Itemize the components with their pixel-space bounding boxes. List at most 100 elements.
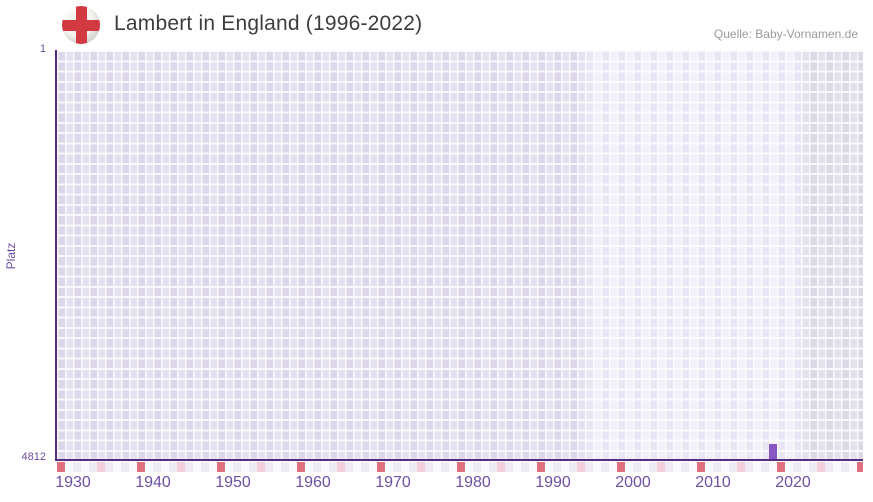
- y-tick-bottom: 4812: [21, 451, 46, 463]
- stripe-cell-1974: [425, 462, 433, 472]
- x-axis-ticks: 1930 1940 1950 1960 1970 1980 1990 2000 2010 2020: [55, 474, 863, 494]
- stripe-cell-1997: [609, 462, 617, 472]
- stripe-cell-1988: [537, 462, 545, 472]
- stripe-cell-2024: [825, 462, 833, 472]
- stripe-cell-1937: [129, 462, 137, 472]
- stripe-cell-2014: [745, 462, 753, 472]
- y-axis-line: [55, 50, 57, 461]
- stripe-cell-1990: [553, 462, 561, 472]
- stripe-cell-2007: [689, 462, 697, 472]
- stripe-cell-1980: [473, 462, 481, 472]
- stripe-cell-1959: [305, 462, 313, 472]
- stripe-cell-2027: [849, 462, 857, 472]
- grid-band-0: [57, 50, 585, 459]
- grid-band-2: [801, 50, 863, 459]
- y-tick-top: 1: [39, 43, 46, 55]
- stripe-cell-1952: [249, 462, 257, 472]
- stripe-cell-1985: [513, 462, 521, 472]
- stripe-cell-2008: [697, 462, 705, 472]
- stripe-cell-1928: [57, 462, 65, 472]
- stripe-cell-1951: [241, 462, 249, 472]
- stripe-cell-1992: [569, 462, 577, 472]
- x-tick-1960: 1960: [295, 474, 331, 491]
- stripe-cell-1996: [601, 462, 609, 472]
- stripe-cell-1978: [457, 462, 465, 472]
- stripe-cell-2023: [817, 462, 825, 472]
- stripe-cell-1953: [257, 462, 265, 472]
- stripe-cell-2011: [721, 462, 729, 472]
- stripe-cell-2013: [737, 462, 745, 472]
- stripe-cell-1933: [97, 462, 105, 472]
- stripe-cell-1971: [401, 462, 409, 472]
- stripe-cell-1998: [617, 462, 625, 472]
- stripe-cell-1961: [321, 462, 329, 472]
- stripe-cell-1991: [561, 462, 569, 472]
- stripe-cell-2009: [705, 462, 713, 472]
- x-tick-1970: 1970: [375, 474, 411, 491]
- page-title: Lambert in England (1996-2022): [114, 12, 423, 35]
- stripe-cell-1986: [521, 462, 529, 472]
- stripe-cell-1966: [361, 462, 369, 472]
- stripe-cell-1944: [185, 462, 193, 472]
- stripe-cell-1958: [297, 462, 305, 472]
- flag-cross-horizontal: [62, 20, 100, 31]
- stripe-cell-1962: [329, 462, 337, 472]
- stripe-cell-1932: [89, 462, 97, 472]
- grid-band-1: [585, 50, 801, 459]
- stripe-cell-1969: [385, 462, 393, 472]
- stripe-cell-1994: [585, 462, 593, 472]
- x-tick-1990: 1990: [535, 474, 571, 491]
- stripe-cell-1948: [217, 462, 225, 472]
- england-flag-icon: [62, 6, 100, 44]
- stripe-cell-1977: [449, 462, 457, 472]
- stripe-cell-2000: [633, 462, 641, 472]
- stripe-cell-2002: [649, 462, 657, 472]
- x-tick-2020: 2020: [775, 474, 811, 491]
- stripe-cell-2019: [785, 462, 793, 472]
- source-credit: Quelle: Baby-Vornamen.de: [713, 27, 858, 41]
- stripe-cell-1987: [529, 462, 537, 472]
- stripe-cell-2004: [665, 462, 673, 472]
- x-tick-1930: 1930: [55, 474, 91, 491]
- timeline-stripe: [57, 462, 863, 472]
- stripe-cell-1982: [489, 462, 497, 472]
- stripe-cell-1976: [441, 462, 449, 472]
- stripe-cell-2001: [641, 462, 649, 472]
- stripe-cell-2028: [857, 462, 863, 472]
- stripe-cell-2006: [681, 462, 689, 472]
- stripe-cell-1975: [433, 462, 441, 472]
- stripe-cell-1984: [505, 462, 513, 472]
- stripe-cell-1956: [281, 462, 289, 472]
- stripe-cell-2005: [673, 462, 681, 472]
- stripe-cell-1957: [289, 462, 297, 472]
- stripe-cell-2016: [761, 462, 769, 472]
- x-tick-2000: 2000: [615, 474, 651, 491]
- stripe-cell-1936: [121, 462, 129, 472]
- stripe-cell-1935: [113, 462, 121, 472]
- stripe-cell-1941: [161, 462, 169, 472]
- stripe-cell-2018: [777, 462, 785, 472]
- stripe-cell-1979: [465, 462, 473, 472]
- stripe-cell-2026: [841, 462, 849, 472]
- stripe-cell-1939: [145, 462, 153, 472]
- x-tick-1950: 1950: [215, 474, 251, 491]
- stripe-cell-1989: [545, 462, 553, 472]
- stripe-cell-1999: [625, 462, 633, 472]
- stripe-cell-2015: [753, 462, 761, 472]
- x-tick-1980: 1980: [455, 474, 491, 491]
- stripe-cell-1930: [73, 462, 81, 472]
- stripe-cell-1972: [409, 462, 417, 472]
- stripe-cell-1938: [137, 462, 145, 472]
- stripe-cell-2021: [801, 462, 809, 472]
- stripe-cell-1965: [353, 462, 361, 472]
- stripe-cell-1950: [233, 462, 241, 472]
- plot-area: [57, 50, 863, 459]
- stripe-cell-1963: [337, 462, 345, 472]
- x-tick-2010: 2010: [695, 474, 731, 491]
- stripe-cell-1967: [369, 462, 377, 472]
- stripe-cell-1945: [193, 462, 201, 472]
- stripe-cell-1955: [273, 462, 281, 472]
- stripe-cell-1943: [177, 462, 185, 472]
- stripe-cell-2020: [793, 462, 801, 472]
